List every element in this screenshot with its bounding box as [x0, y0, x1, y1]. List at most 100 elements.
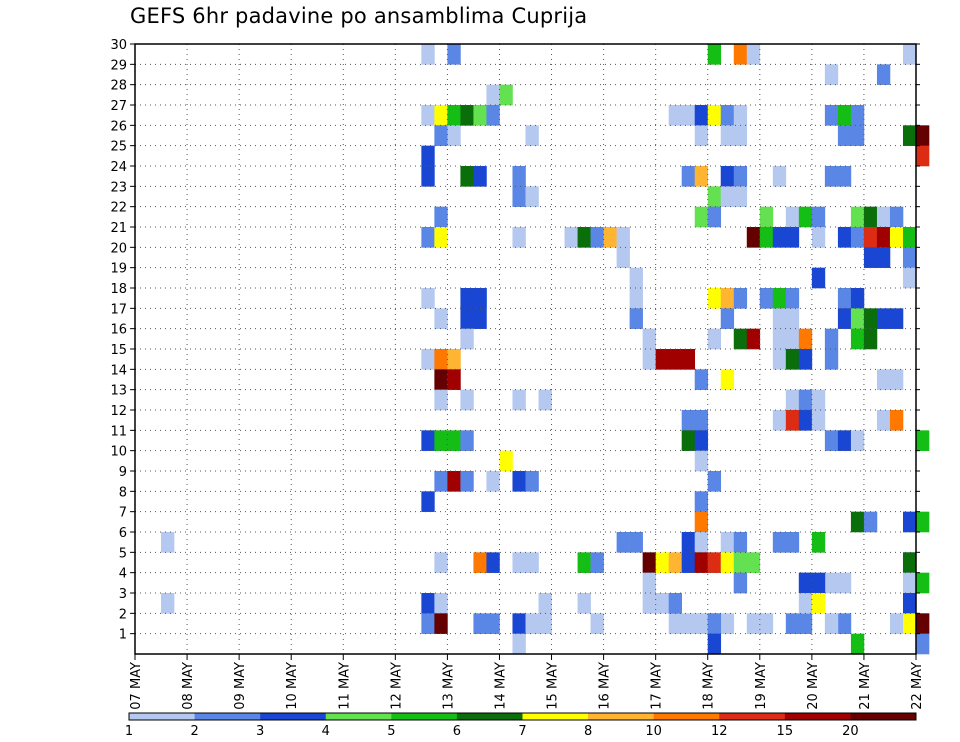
data-cell [798, 206, 813, 228]
data-cell [694, 410, 709, 431]
y-tick-label: 15 [110, 343, 127, 358]
data-cell [525, 186, 539, 207]
data-cell [759, 613, 774, 634]
y-tick-label: 13 [110, 384, 127, 399]
data-cell [824, 166, 839, 187]
data-cell [447, 125, 461, 146]
y-tick-label: 30 [110, 38, 127, 53]
data-cell [916, 633, 930, 655]
colorbar-label: 20 [842, 724, 859, 739]
data-cell [837, 430, 852, 451]
data-cell [473, 552, 487, 573]
data-cell [785, 532, 800, 553]
data-cell [720, 125, 735, 146]
y-tick-label: 5 [119, 546, 127, 561]
data-cell [525, 613, 539, 634]
data-cell [902, 267, 917, 289]
colorbar-label: 2 [190, 724, 198, 739]
colorbar-frame [128, 712, 917, 721]
data-cell [824, 613, 839, 634]
data-cell [798, 349, 813, 370]
data-cell [876, 64, 891, 85]
data-cell [460, 105, 474, 126]
data-cell [668, 105, 682, 126]
data-cell [863, 308, 878, 329]
data-cell [668, 613, 682, 634]
data-cell [798, 593, 813, 614]
data-cell [421, 491, 435, 512]
data-cell [421, 288, 435, 309]
data-cell [916, 430, 930, 451]
data-cell [525, 552, 539, 573]
data-cell [460, 328, 474, 350]
data-cell [486, 105, 500, 126]
y-tick-label: 9 [119, 465, 127, 480]
data-cell [707, 328, 722, 350]
data-cell [707, 613, 722, 634]
data-cell [486, 471, 500, 492]
data-cell [902, 593, 917, 614]
data-cell [694, 369, 709, 390]
x-tick-label: 19 MAY [754, 662, 769, 710]
data-cell [629, 308, 643, 329]
data-cell [694, 166, 709, 187]
data-cell [577, 552, 591, 573]
data-cell [434, 613, 448, 634]
data-cell [694, 532, 709, 553]
data-cell [512, 613, 526, 634]
data-cell [616, 227, 630, 248]
data-cell [473, 166, 487, 187]
data-cell [811, 389, 826, 411]
data-cell [707, 206, 722, 228]
data-cell [772, 308, 787, 329]
y-tick-label: 14 [110, 363, 127, 378]
data-cell [902, 247, 917, 268]
colorbar-segment [653, 713, 720, 720]
data-cell [512, 633, 526, 655]
data-cell [486, 613, 500, 634]
data-cell [707, 186, 722, 207]
data-cell [720, 613, 735, 634]
colorbar-segment [456, 713, 523, 720]
y-tick-label: 16 [110, 323, 127, 338]
data-cell [902, 552, 917, 573]
data-cell [850, 430, 865, 451]
data-cell [473, 613, 487, 634]
x-tick-label: 11 MAY [337, 662, 352, 710]
data-cell [824, 572, 839, 594]
data-cell [876, 308, 891, 329]
colorbar-label: 1 [125, 724, 133, 739]
data-cell [837, 166, 852, 187]
data-cell [642, 328, 656, 350]
data-cell [759, 288, 774, 309]
data-cell [902, 572, 917, 594]
y-tick-label: 17 [110, 302, 127, 317]
data-cell [916, 572, 930, 594]
data-cell [681, 410, 696, 431]
data-cell [733, 166, 748, 187]
data-cell [694, 430, 709, 451]
data-cell [916, 613, 930, 634]
data-cell [694, 491, 709, 512]
data-cell [694, 552, 709, 573]
data-cell [785, 288, 800, 309]
x-tick-label: 17 MAY [650, 662, 665, 710]
colorbar-label: 6 [453, 724, 461, 739]
y-tick-label: 29 [110, 58, 127, 73]
data-cell [811, 267, 826, 289]
data-cell [525, 471, 539, 492]
y-tick-label: 22 [110, 201, 127, 216]
x-tick-label: 07 MAY [129, 662, 144, 710]
x-tick-label: 08 MAY [181, 662, 196, 710]
data-cell [694, 511, 709, 533]
colorbar-label: 15 [777, 724, 794, 739]
x-tick-label: 21 MAY [858, 662, 873, 710]
data-cell [720, 552, 735, 573]
data-cell [916, 125, 930, 146]
y-tick-label: 2 [119, 607, 127, 622]
data-cell [798, 410, 813, 431]
colorbar-label: 10 [645, 724, 662, 739]
data-cell [590, 613, 604, 634]
data-cell [421, 166, 435, 187]
